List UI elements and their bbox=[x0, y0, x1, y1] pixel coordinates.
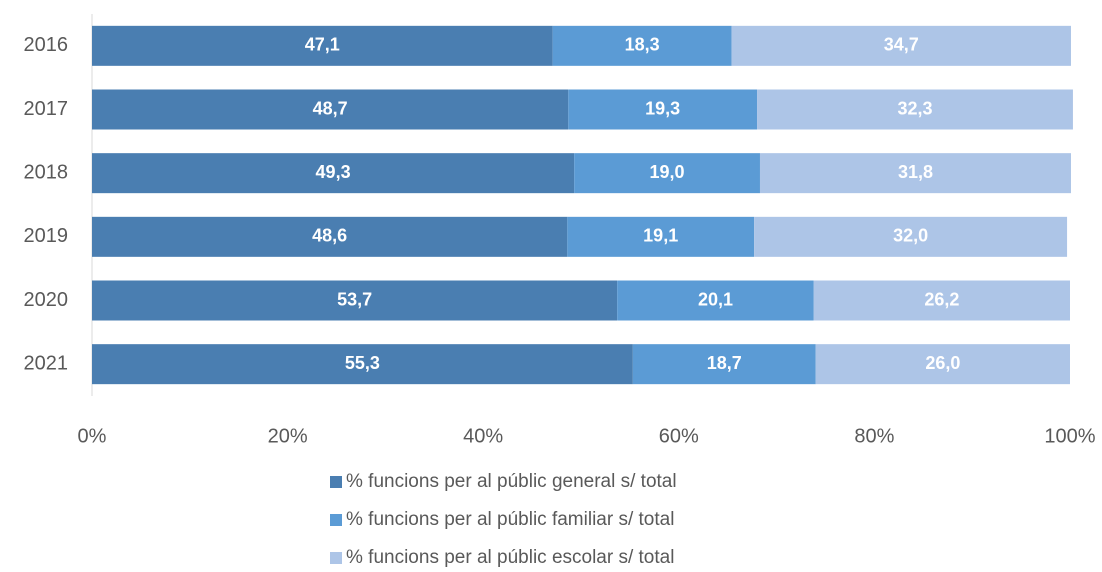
bar-segment bbox=[617, 280, 814, 321]
bar-segment bbox=[632, 344, 816, 385]
bar-segment bbox=[567, 216, 755, 257]
legend-label: % funcions per al públic escolar s/ tota… bbox=[346, 547, 674, 568]
bar-segment bbox=[552, 25, 732, 66]
value-label: 48,6 bbox=[312, 226, 347, 246]
y-tick-label: 2020 bbox=[24, 289, 69, 311]
value-label: 19,3 bbox=[645, 98, 680, 118]
bar-segment bbox=[574, 153, 760, 194]
bar-segment bbox=[757, 89, 1073, 130]
x-tick-label: 20% bbox=[268, 425, 308, 447]
x-tick-label: 60% bbox=[659, 425, 699, 447]
x-tick-label: 40% bbox=[463, 425, 503, 447]
y-tick-label: 2018 bbox=[24, 161, 69, 183]
value-label: 31,8 bbox=[898, 162, 933, 182]
x-tick-label: 0% bbox=[78, 425, 107, 447]
y-tick-label: 2019 bbox=[24, 225, 69, 247]
bar-segment bbox=[759, 153, 1071, 194]
value-label: 26,2 bbox=[924, 289, 959, 309]
value-label: 55,3 bbox=[345, 353, 380, 373]
bar-segment bbox=[754, 216, 1068, 257]
value-label: 34,7 bbox=[884, 35, 919, 55]
x-tick-label: 80% bbox=[854, 425, 894, 447]
value-label: 20,1 bbox=[698, 289, 733, 309]
bar-segment bbox=[568, 89, 758, 130]
value-label: 19,1 bbox=[643, 226, 678, 246]
value-label: 18,3 bbox=[625, 35, 660, 55]
bar-segment bbox=[92, 25, 553, 66]
bar-segment bbox=[92, 89, 569, 130]
value-label: 32,0 bbox=[893, 226, 928, 246]
bar-segment bbox=[731, 25, 1071, 66]
y-tick-label: 2016 bbox=[24, 34, 69, 56]
value-label: 26,0 bbox=[925, 353, 960, 373]
value-label: 19,0 bbox=[650, 162, 685, 182]
value-label: 53,7 bbox=[337, 289, 372, 309]
legend-label: % funcions per al públic familiar s/ tot… bbox=[346, 509, 674, 530]
y-tick-label: 2021 bbox=[24, 352, 69, 374]
y-tick-label: 2017 bbox=[24, 98, 69, 120]
bar-segment bbox=[813, 280, 1070, 321]
value-label: 48,7 bbox=[313, 98, 348, 118]
value-label: 32,3 bbox=[897, 98, 932, 118]
x-tick-label: 100% bbox=[1044, 425, 1095, 447]
legend-swatch bbox=[330, 514, 342, 526]
bar-segment bbox=[92, 344, 633, 385]
legend-swatch bbox=[330, 552, 342, 564]
legend-label: % funcions per al públic general s/ tota… bbox=[346, 471, 677, 492]
bar-segment bbox=[92, 216, 568, 257]
bar-segment bbox=[92, 153, 575, 194]
bar-segment bbox=[815, 344, 1070, 385]
value-label: 49,3 bbox=[316, 162, 351, 182]
legend-swatch bbox=[330, 476, 342, 488]
value-label: 47,1 bbox=[305, 35, 340, 55]
bar-segment bbox=[92, 280, 618, 321]
value-label: 18,7 bbox=[707, 353, 742, 373]
